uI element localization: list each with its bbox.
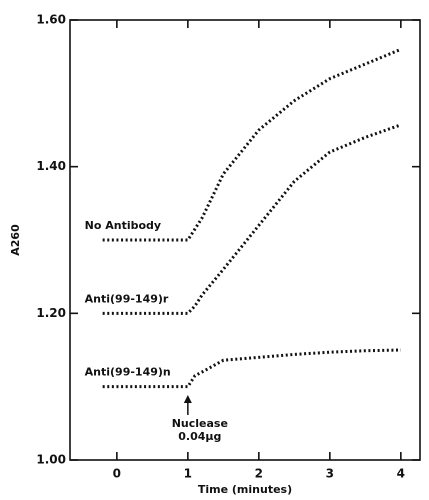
- y-tick-label: 1.00: [36, 453, 66, 467]
- y-axis-label: A260: [9, 224, 22, 256]
- series-label: No Antibody: [85, 219, 161, 232]
- y-tick-label: 1.20: [36, 306, 66, 320]
- x-tick-label: 2: [255, 467, 263, 481]
- y-tick-label: 1.40: [36, 159, 66, 173]
- x-tick-label: 4: [397, 467, 405, 481]
- plot-frame: [69, 19, 421, 461]
- x-tick-label: 0: [113, 467, 121, 481]
- y-tick-label: 1.60: [36, 13, 66, 27]
- series-label: Anti(99-149)r: [85, 292, 169, 305]
- x-axis-label: Time (minutes): [198, 483, 292, 496]
- x-tick-label: 3: [326, 467, 334, 481]
- annotation-arrowhead: [183, 395, 192, 403]
- data-line: [102, 47, 402, 242]
- x-tick-label: 1: [184, 467, 192, 481]
- series-label: Anti(99-149)n: [85, 366, 171, 379]
- annotation: 0.04μg: [178, 430, 221, 443]
- data-line: [102, 348, 401, 389]
- annotation: Nuclease: [172, 417, 228, 430]
